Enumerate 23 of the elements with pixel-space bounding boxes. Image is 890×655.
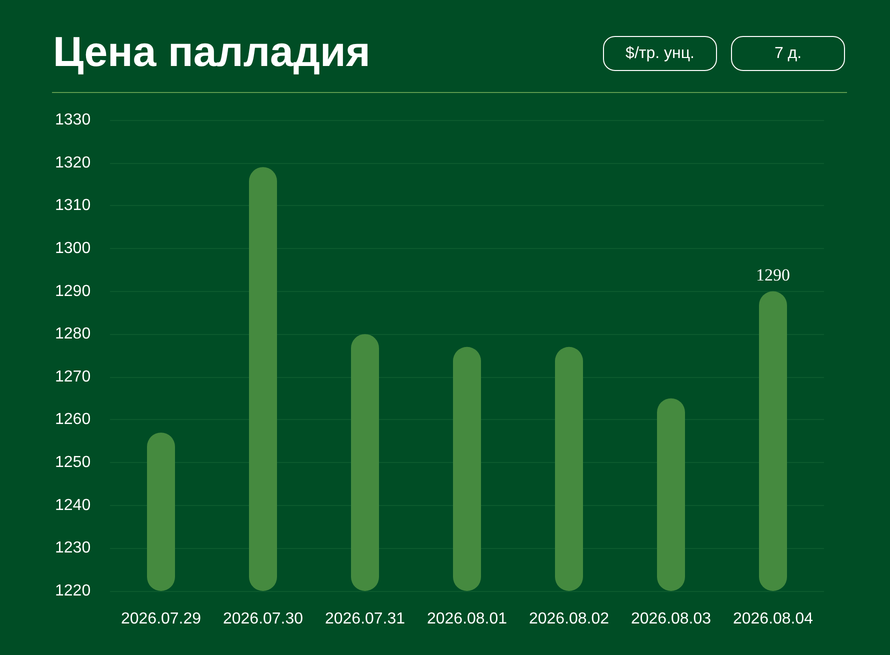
y-tick-label: 1240	[55, 496, 91, 514]
x-tick-label: 2026.07.30	[222, 610, 304, 628]
y-tick-label: 1280	[55, 326, 91, 343]
y-tick-label: 1260	[55, 411, 91, 428]
text: 7 д.	[731, 36, 845, 71]
x-tick-label: 2026.07.29	[120, 610, 202, 628]
x-tick-label: 2026.08.02	[528, 610, 610, 628]
y-tick-label: 1220	[55, 582, 91, 600]
y-tick-label: 1310	[55, 197, 91, 214]
text: $/тр. унц.	[603, 36, 717, 71]
y-tick-label: 1230	[55, 540, 91, 557]
y-tick-label: 1320	[55, 154, 91, 172]
x-tick-label: 2026.08.03	[630, 610, 712, 628]
y-tick-label: 1250	[55, 454, 91, 472]
y-tick-label: 1290	[55, 282, 91, 300]
x-tick-label: 2026.08.01	[426, 610, 508, 628]
x-tick-label: 2026.08.04	[732, 610, 814, 628]
y-tick-label: 1300	[55, 240, 91, 257]
chart-title: Цена палладия	[53, 28, 370, 76]
x-tick-label: 2026.07.31	[324, 610, 406, 628]
y-tick-label: 1270	[55, 368, 91, 386]
data-label: 1290	[756, 265, 790, 284]
y-tick-label: 1330	[55, 112, 91, 128]
